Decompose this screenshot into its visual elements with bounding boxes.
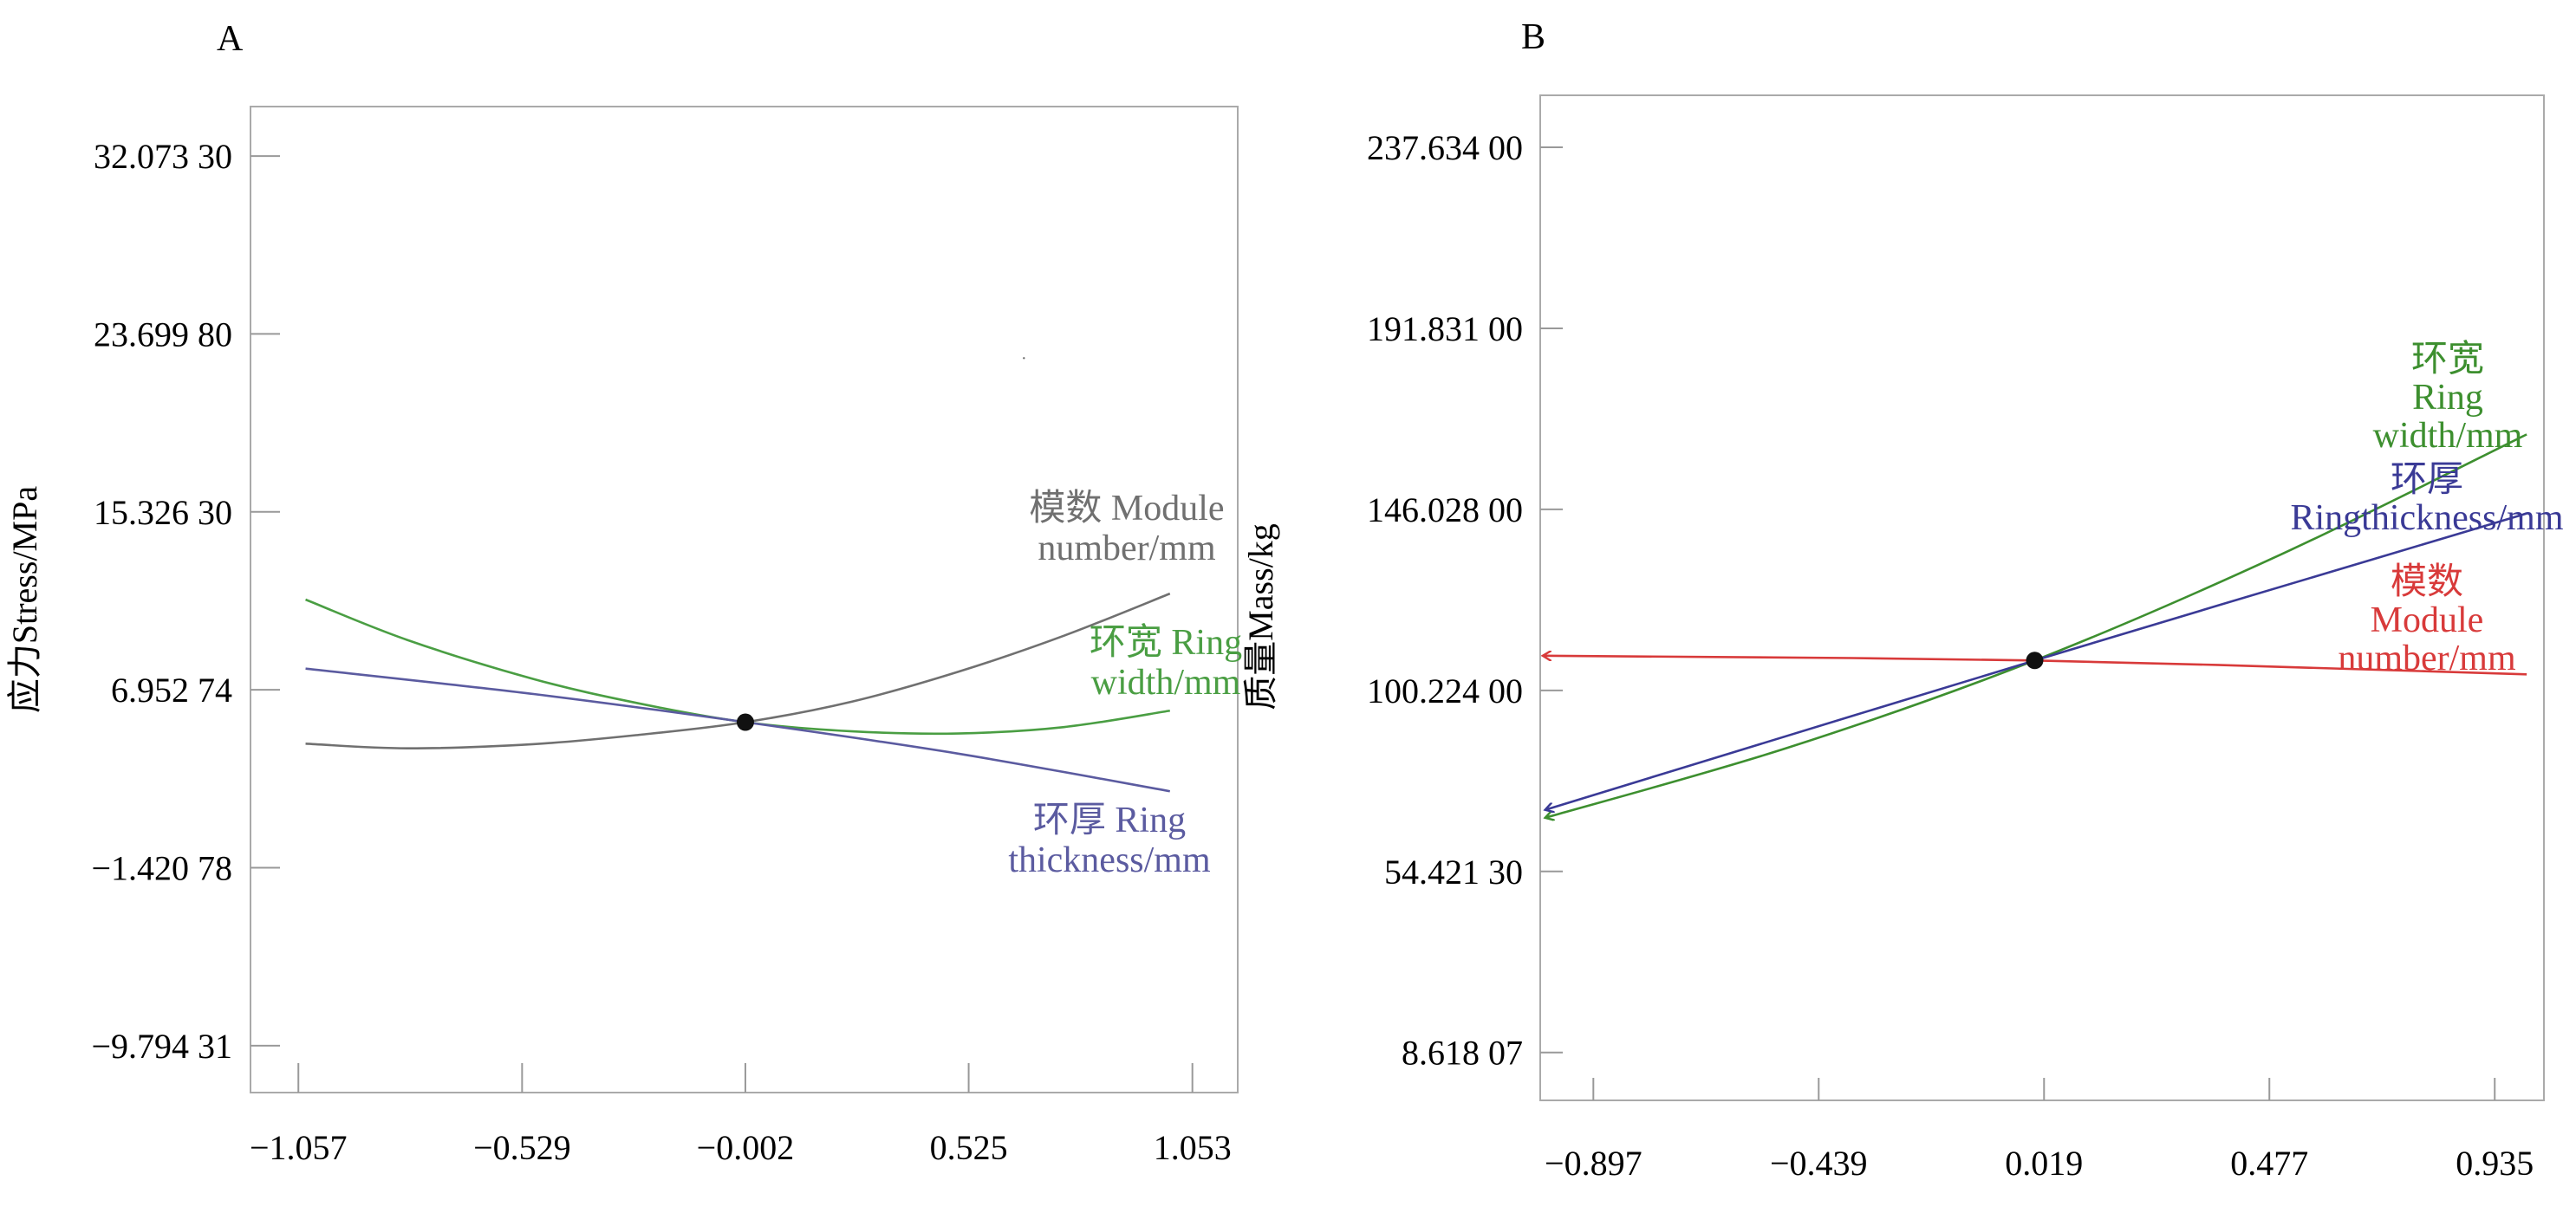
series-label-line: Ringthickness/mm xyxy=(2291,498,2564,538)
series-label-line: 环宽 xyxy=(2411,339,2484,379)
y-axis-title: 应力Stress/MPa xyxy=(5,486,44,713)
series-label-line: Module xyxy=(2371,600,2484,640)
series-label-line: width/mm xyxy=(1091,663,1241,703)
series-label-line: 模数 xyxy=(2391,562,2463,602)
y-tick-label: 6.952 74 xyxy=(111,671,232,710)
series-label-line: Ring xyxy=(2412,378,2483,418)
series-label-line: number/mm xyxy=(1038,529,1216,568)
series-line xyxy=(305,598,1170,736)
series-label: 环厚 Ring thickness/mm xyxy=(1008,801,1211,880)
x-tick-label: −1.057 xyxy=(250,1128,348,1167)
y-tick-label: 100.224 00 xyxy=(1367,671,1523,710)
panel-label: A xyxy=(217,19,244,59)
y-tick-label: 146.028 00 xyxy=(1367,490,1523,529)
x-tick-label: 1.053 xyxy=(1154,1128,1232,1167)
y-tick-label: −1.420 78 xyxy=(91,849,232,888)
y-tick-label: 32.073 30 xyxy=(94,137,232,176)
series-label-line: 环宽 Ring xyxy=(1090,622,1242,663)
y-tick-label: 8.618 07 xyxy=(1402,1034,1523,1073)
series-label: 模数 Module number/mm xyxy=(2338,562,2516,678)
panel-b-mass-chart: B 237.634 00 191.831 00 146.028 00 100.224 0… xyxy=(1241,17,2564,1183)
x-tick-label: 0.525 xyxy=(930,1128,1008,1167)
y-tick-label: 54.421 30 xyxy=(1384,853,1523,892)
y-tick-label: 23.699 80 xyxy=(94,315,232,354)
plot-frame xyxy=(1539,94,2545,1101)
series-label-line: 模数 Module xyxy=(1029,489,1224,529)
y-tick-label: 237.634 00 xyxy=(1367,128,1523,167)
series-label-line: thickness/mm xyxy=(1008,840,1211,880)
x-tick-label: 0.019 xyxy=(2005,1144,2083,1183)
series-label-line: 环厚 Ring xyxy=(1033,801,1186,840)
series-label-line: 环厚 xyxy=(2391,460,2463,500)
y-tick-label: −9.794 31 xyxy=(91,1027,232,1066)
x-tick-label: 0.935 xyxy=(2456,1144,2534,1183)
series-label: 环厚 Ringthickness/mm xyxy=(2291,460,2564,538)
series-label: 模数 Module number/mm xyxy=(1029,489,1224,568)
x-tick-label: 0.477 xyxy=(2230,1144,2308,1183)
center-point xyxy=(2026,652,2044,670)
y-tick-label: 191.831 00 xyxy=(1367,309,1523,348)
y-axis-title: 质量Mass/kg xyxy=(1241,523,1280,710)
x-tick-label: −0.529 xyxy=(473,1128,571,1167)
series-label: 环宽 Ring width/mm xyxy=(2373,339,2523,456)
plot-frame xyxy=(250,106,1239,1093)
series-label: 环宽 Ring width/mm xyxy=(1090,622,1242,703)
panel-label: B xyxy=(1521,17,1545,57)
series-label-line: number/mm xyxy=(2338,639,2516,678)
y-tick-label: 15.326 30 xyxy=(94,493,232,532)
center-point xyxy=(736,713,754,731)
x-tick-label: −0.439 xyxy=(1770,1144,1868,1183)
stray-mark: · xyxy=(1021,349,1027,368)
x-tick-label: −0.002 xyxy=(697,1128,795,1167)
x-tick-label: −0.897 xyxy=(1545,1144,1643,1183)
series-label-line: width/mm xyxy=(2373,416,2523,456)
panel-a-stress-chart: A 32.073 30 23.699 80 15.326 30 6.952 74 −1.4… xyxy=(5,19,1242,1167)
